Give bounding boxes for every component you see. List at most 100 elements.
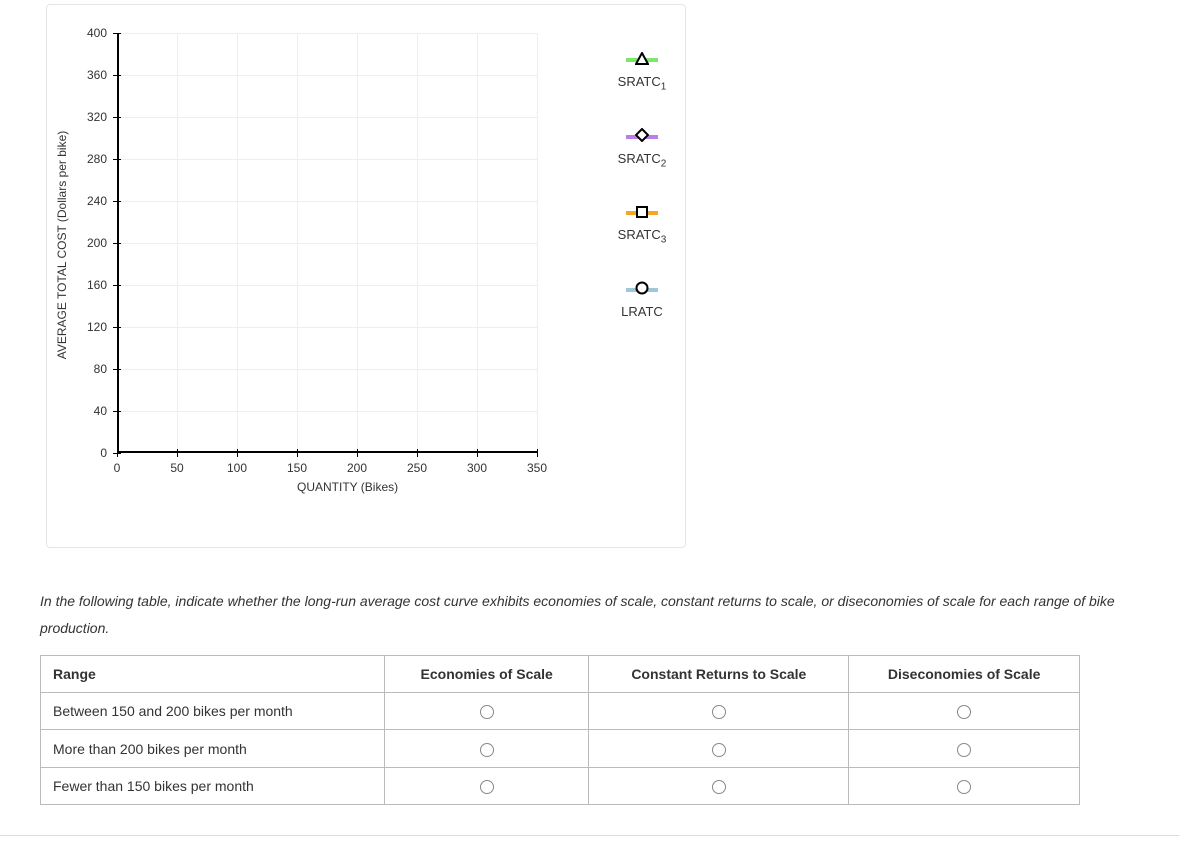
gridline-horizontal	[117, 327, 537, 328]
chart-legend: SRATC1 SRATC2 SRATC3 LRATC	[597, 50, 687, 353]
col-range: Range	[41, 656, 385, 693]
radio-cell-crs	[589, 693, 849, 730]
y-tick-label: 120	[87, 320, 107, 334]
gridline-horizontal	[117, 117, 537, 118]
legend-symbol-lratc	[597, 280, 687, 300]
y-tick-label: 240	[87, 194, 107, 208]
radio-eos-row1[interactable]	[480, 743, 494, 757]
legend-label-sratc1: SRATC1	[597, 74, 687, 93]
col-eos: Economies of Scale	[385, 656, 589, 693]
legend-entry-lratc[interactable]: LRATC	[597, 280, 687, 319]
y-tick	[113, 201, 121, 202]
x-axis-label: QUANTITY (Bikes)	[297, 480, 398, 494]
x-tick	[537, 449, 538, 457]
y-tick-label: 360	[87, 68, 107, 82]
radio-cell-dos	[849, 767, 1080, 804]
y-tick-label: 0	[100, 446, 107, 460]
table-header-row: Range Economies of Scale Constant Return…	[41, 656, 1080, 693]
table-row: Between 150 and 200 bikes per month	[41, 693, 1080, 730]
y-tick	[113, 159, 121, 160]
y-tick-label: 280	[87, 152, 107, 166]
legend-symbol-sratc2	[597, 127, 687, 147]
x-tick-label: 0	[114, 461, 121, 475]
y-tick	[113, 453, 121, 454]
legend-entry-sratc1[interactable]: SRATC1	[597, 50, 687, 93]
circle-icon	[635, 281, 649, 298]
y-tick-label: 80	[94, 362, 107, 376]
radio-crs-row1[interactable]	[712, 743, 726, 757]
x-tick-label: 150	[287, 461, 307, 475]
x-tick-label: 300	[467, 461, 487, 475]
radio-cell-eos	[385, 693, 589, 730]
y-axis-label: AVERAGE TOTAL COST (Dollars per bike)	[55, 131, 69, 360]
y-tick	[113, 285, 121, 286]
radio-crs-row0[interactable]	[712, 705, 726, 719]
legend-entry-sratc2[interactable]: SRATC2	[597, 127, 687, 170]
radio-eos-row0[interactable]	[480, 705, 494, 719]
chart-card: AVERAGE TOTAL COST (Dollars per bike) QU…	[46, 4, 686, 548]
gridline-horizontal	[117, 33, 537, 34]
range-cell: More than 200 bikes per month	[41, 730, 385, 767]
gridline-horizontal	[117, 75, 537, 76]
x-tick	[477, 449, 478, 457]
chart-plot-area: 0501001502002503003500408012016020024028…	[117, 33, 537, 453]
x-axis-line	[117, 451, 537, 453]
radio-cell-eos	[385, 767, 589, 804]
radio-dos-row2[interactable]	[957, 780, 971, 794]
triangle-icon	[635, 52, 649, 69]
radio-dos-row0[interactable]	[957, 705, 971, 719]
legend-symbol-sratc3	[597, 203, 687, 223]
radio-cell-dos	[849, 693, 1080, 730]
legend-entry-sratc3[interactable]: SRATC3	[597, 203, 687, 246]
range-cell: Fewer than 150 bikes per month	[41, 767, 385, 804]
y-tick-label: 40	[94, 404, 107, 418]
col-dos: Diseconomies of Scale	[849, 656, 1080, 693]
col-crs: Constant Returns to Scale	[589, 656, 849, 693]
x-tick	[357, 449, 358, 457]
radio-crs-row2[interactable]	[712, 780, 726, 794]
y-tick	[113, 75, 121, 76]
gridline-horizontal	[117, 243, 537, 244]
x-tick-label: 100	[227, 461, 247, 475]
gridline-horizontal	[117, 369, 537, 370]
legend-symbol-sratc1	[597, 50, 687, 70]
x-tick-label: 350	[527, 461, 547, 475]
footer-divider	[0, 835, 1179, 836]
scale-table: Range Economies of Scale Constant Return…	[40, 655, 1080, 805]
y-tick	[113, 327, 121, 328]
x-tick	[177, 449, 178, 457]
radio-cell-eos	[385, 730, 589, 767]
x-tick-label: 50	[170, 461, 183, 475]
x-tick	[417, 449, 418, 457]
table-row: More than 200 bikes per month	[41, 730, 1080, 767]
x-tick-label: 250	[407, 461, 427, 475]
legend-label-lratc: LRATC	[597, 304, 687, 319]
radio-cell-crs	[589, 767, 849, 804]
y-tick-label: 160	[87, 278, 107, 292]
radio-cell-crs	[589, 730, 849, 767]
y-tick-label: 320	[87, 110, 107, 124]
y-tick-label: 400	[87, 26, 107, 40]
y-tick-label: 200	[87, 236, 107, 250]
diamond-icon	[635, 128, 649, 145]
y-tick	[113, 117, 121, 118]
y-tick	[113, 411, 121, 412]
square-icon	[635, 205, 649, 222]
x-tick	[297, 449, 298, 457]
range-cell: Between 150 and 200 bikes per month	[41, 693, 385, 730]
gridline-horizontal	[117, 411, 537, 412]
gridline-vertical	[537, 33, 538, 453]
legend-label-sratc2: SRATC2	[597, 151, 687, 170]
radio-dos-row1[interactable]	[957, 743, 971, 757]
y-tick	[113, 369, 121, 370]
table-row: Fewer than 150 bikes per month	[41, 767, 1080, 804]
legend-label-sratc3: SRATC3	[597, 227, 687, 246]
gridline-horizontal	[117, 159, 537, 160]
instructions-text: In the following table, indicate whether…	[40, 588, 1139, 641]
y-tick	[113, 33, 121, 34]
x-tick	[237, 449, 238, 457]
x-tick-label: 200	[347, 461, 367, 475]
radio-cell-dos	[849, 730, 1080, 767]
gridline-horizontal	[117, 201, 537, 202]
radio-eos-row2[interactable]	[480, 780, 494, 794]
